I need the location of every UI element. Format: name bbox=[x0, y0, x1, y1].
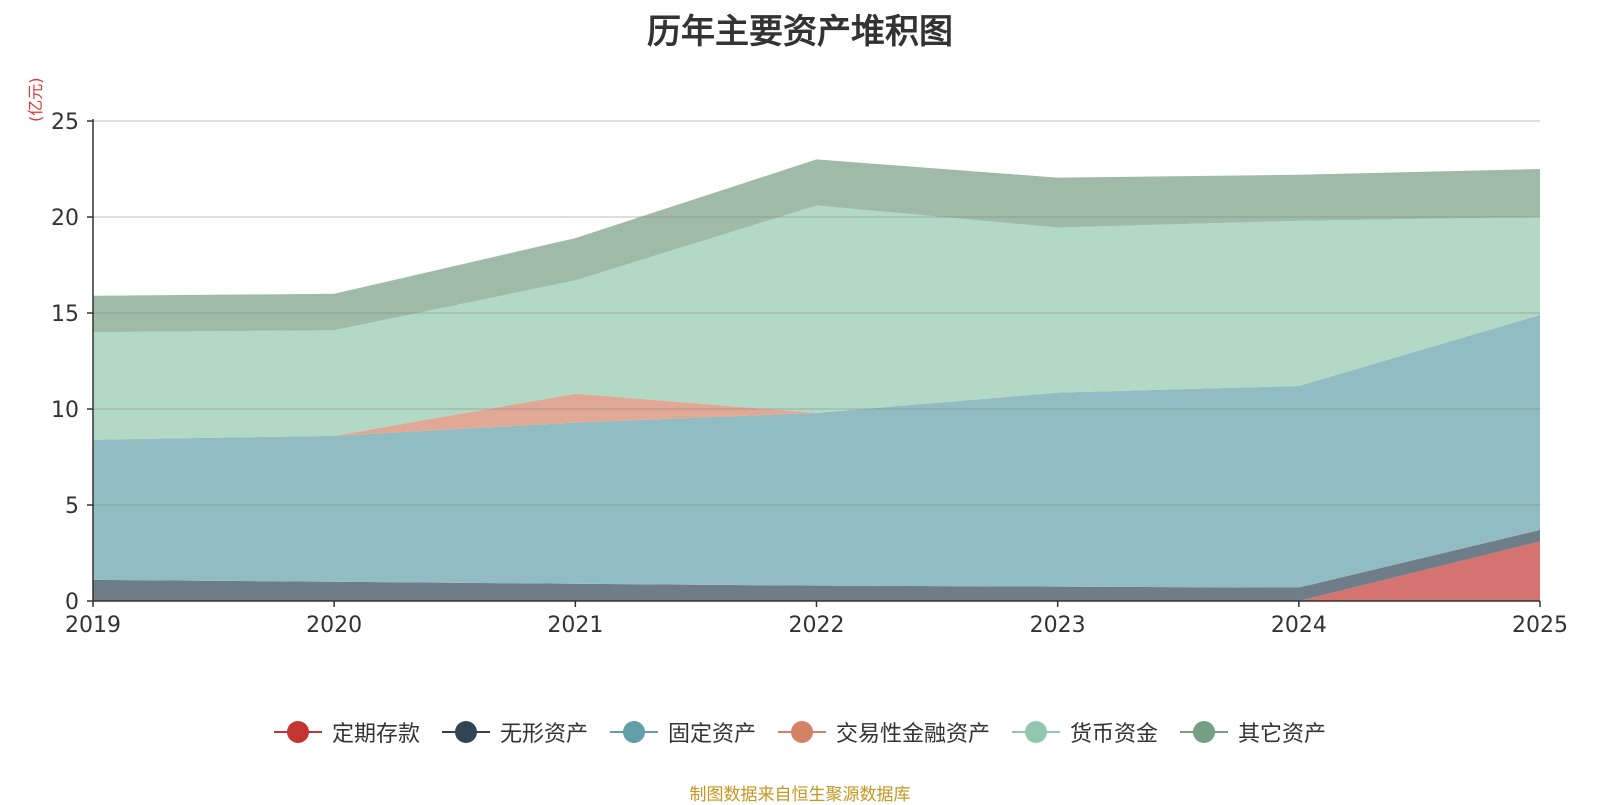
area-series-1 bbox=[93, 529, 1540, 601]
y-tick-label: 0 bbox=[65, 590, 79, 615]
x-tick-label: 2024 bbox=[1271, 613, 1327, 638]
y-tick-label: 5 bbox=[65, 494, 79, 519]
x-tick-label: 2022 bbox=[789, 613, 845, 638]
legend-marker-icon bbox=[609, 720, 658, 744]
legend-label: 交易性金融资产 bbox=[836, 722, 991, 747]
area-series-4 bbox=[93, 205, 1540, 440]
x-tick-label: 2019 bbox=[65, 613, 121, 638]
data-source-note: 制图数据来自恒生聚源数据库 bbox=[689, 785, 911, 805]
legend-marker-icon bbox=[778, 720, 826, 744]
legend-marker-icon bbox=[441, 720, 490, 744]
area-series-5 bbox=[93, 159, 1540, 333]
x-tick-label: 2020 bbox=[306, 613, 362, 638]
legend-item-trading-financial-assets[interactable]: 交易性金融资产 bbox=[778, 716, 990, 748]
area-series-2 bbox=[93, 314, 1540, 588]
legend-marker-icon bbox=[1012, 720, 1061, 744]
legend-label: 其它资产 bbox=[1238, 722, 1327, 747]
legend: 定期存款 无形资产 固定资产 交易性金融资产 bbox=[0, 716, 1600, 748]
x-tick-label: 2023 bbox=[1030, 613, 1086, 638]
legend-label: 固定资产 bbox=[667, 722, 756, 747]
legend-dot-icon bbox=[622, 721, 645, 743]
legend-item-cash[interactable]: 货币资金 bbox=[1012, 716, 1158, 748]
legend-label: 定期存款 bbox=[331, 722, 420, 747]
legend-dot-icon bbox=[286, 721, 309, 743]
legend-item-other-assets[interactable]: 其它资产 bbox=[1180, 716, 1326, 748]
legend-dot-icon bbox=[454, 721, 477, 743]
legend-item-intangible-assets[interactable]: 无形资产 bbox=[441, 716, 588, 748]
legend-item-fixed-assets[interactable]: 固定资产 bbox=[609, 716, 756, 748]
y-tick-label: 10 bbox=[51, 398, 79, 423]
area-series-0 bbox=[93, 541, 1540, 601]
legend-label: 无形资产 bbox=[499, 722, 588, 747]
legend-marker-icon bbox=[1180, 720, 1229, 744]
legend-dot-icon bbox=[1193, 721, 1216, 743]
chart-title: 历年主要资产堆积图 bbox=[647, 12, 953, 52]
legend-marker-icon bbox=[273, 720, 322, 744]
y-tick-label: 15 bbox=[51, 302, 79, 327]
legend-label: 货币资金 bbox=[1070, 722, 1159, 747]
legend-dot-icon bbox=[791, 721, 813, 743]
y-tick-label: 25 bbox=[51, 110, 79, 135]
x-tick-label: 2025 bbox=[1512, 613, 1568, 638]
legend-dot-icon bbox=[1025, 721, 1048, 743]
x-tick-label: 2021 bbox=[547, 613, 603, 638]
legend-item-fixed-deposit[interactable]: 定期存款 bbox=[273, 716, 420, 748]
y-tick-label: 20 bbox=[51, 206, 79, 231]
